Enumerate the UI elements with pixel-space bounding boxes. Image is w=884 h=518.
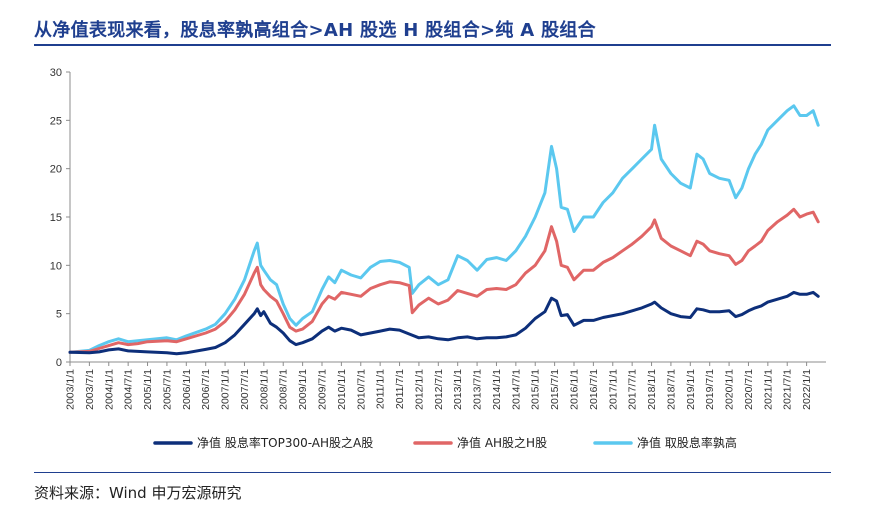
x-tick-label: 2011/1/1 (375, 369, 387, 409)
series-line-1 (68, 290, 820, 356)
y-tick-label: 20 (50, 164, 62, 176)
x-tick-label: 2007/1/1 (220, 369, 232, 410)
x-tick-label: 2016/1/1 (569, 369, 581, 410)
y-tick-label: 30 (50, 67, 62, 79)
x-tick-label: 2016/7/1 (588, 369, 600, 410)
x-tick-label: 2014/7/1 (510, 369, 522, 410)
x-axis: 2003/1/1 2003/7/1 2004/1/1 2004/7/1 2005/1/1… (65, 361, 826, 410)
legend-label-3: 净值 取股息率孰高 (637, 435, 737, 450)
x-tick-label: 2004/7/1 (123, 369, 135, 410)
legend-label-2: 净值 AH股之H股 (457, 435, 547, 450)
x-tick-label: 2007/7/1 (239, 369, 251, 410)
x-tick-label: 2012/7/1 (433, 369, 445, 410)
x-tick-label: 2021/7/1 (782, 369, 794, 410)
x-tick-label: 2017/7/1 (627, 369, 639, 410)
x-tick-label: 2011/7/1 (394, 369, 406, 409)
x-tick-label: 2006/1/1 (181, 369, 193, 410)
y-tick-label: 0 (56, 357, 62, 369)
x-tick-label: 2003/1/1 (65, 369, 77, 410)
x-tick-label: 2017/1/1 (607, 369, 619, 410)
series-line-2 (68, 207, 820, 354)
x-tick-label: 2004/1/1 (103, 369, 115, 410)
x-tick-label: 2015/7/1 (549, 369, 561, 410)
x-tick-label: 2013/1/1 (452, 369, 464, 410)
x-tick-label: 2008/7/1 (278, 369, 290, 410)
x-tick-label: 2022/1/1 (801, 369, 813, 410)
x-tick-label: 2019/7/1 (704, 369, 716, 410)
x-tick-label: 2015/1/1 (530, 369, 542, 410)
x-tick-label: 2009/7/1 (317, 369, 329, 410)
x-tick-label: 2005/1/1 (142, 369, 154, 410)
x-tick-label: 2012/1/1 (413, 369, 425, 410)
series-line-3 (68, 104, 820, 354)
footer-divider (34, 472, 831, 473)
title-underline (34, 44, 831, 46)
x-tick-label: 2010/1/1 (336, 369, 348, 410)
x-tick-label: 2013/7/1 (472, 369, 484, 410)
x-tick-label: 2021/1/1 (762, 369, 774, 410)
x-tick-label: 2009/1/1 (297, 369, 309, 410)
y-tick-label: 10 (50, 260, 62, 272)
y-tick-label: 15 (50, 212, 62, 224)
x-tick-label: 2005/7/1 (161, 369, 173, 410)
x-tick-label: 2008/1/1 (258, 369, 270, 410)
x-tick-label: 2003/7/1 (84, 369, 96, 410)
y-axis: 0 5 10 15 20 25 30 (50, 67, 71, 369)
x-tick-label: 2018/7/1 (665, 369, 677, 410)
legend-label-1: 净值 股息率TOP300-AH股之A股 (197, 435, 373, 450)
legend: 净值 股息率TOP300-AH股之A股 净值 AH股之H股 净值 取股息率孰高 (153, 435, 737, 450)
x-tick-label: 2014/1/1 (491, 369, 503, 410)
x-tick-label: 2006/7/1 (200, 369, 212, 410)
x-tick-label: 2010/7/1 (355, 369, 367, 410)
series-layer (68, 104, 820, 356)
y-tick-label: 5 (56, 309, 62, 321)
x-tick-label: 2020/1/1 (724, 369, 736, 410)
x-tick-label: 2018/1/1 (646, 369, 658, 410)
y-tick-label: 25 (50, 115, 62, 127)
x-tick-label: 2019/1/1 (685, 369, 697, 410)
chart-title: 从净值表现来看，股息率孰高组合>AH 股选 H 股组合>纯 A 股组合 (34, 20, 596, 41)
source-note: 资料来源：Wind 申万宏源研究 (34, 484, 242, 502)
x-tick-label: 2020/7/1 (743, 369, 755, 410)
